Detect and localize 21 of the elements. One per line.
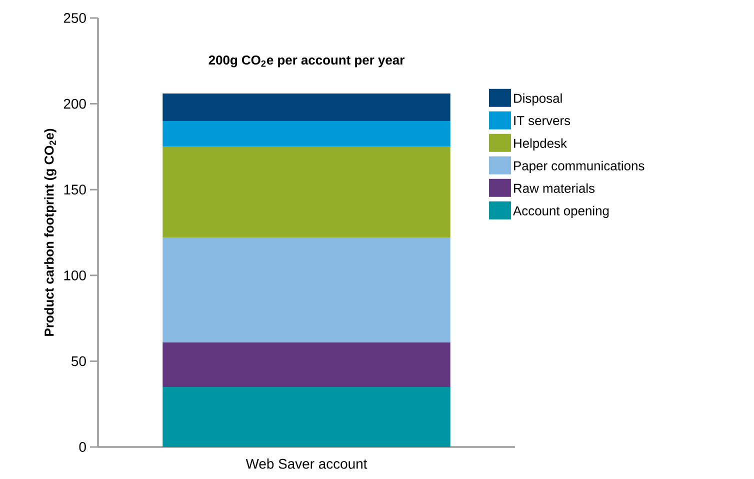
- y-tick-label: 0: [79, 442, 86, 452]
- bar: [162, 386, 450, 447]
- bar: [162, 146, 450, 238]
- y-tick-label: 100: [64, 270, 86, 280]
- bar: [162, 94, 450, 121]
- x-tick-label: Web Saver account: [246, 458, 368, 469]
- y-tick-label: 250: [64, 13, 86, 23]
- y-tick-label: 200: [64, 98, 86, 109]
- y-tick-label: 150: [64, 184, 86, 195]
- y-tick-label: 50: [72, 356, 86, 366]
- legend-label: IT servers: [514, 116, 570, 126]
- text: 200g CO$_{2}$e per account per year: [208, 55, 404, 68]
- bar: [162, 238, 450, 342]
- bar: [162, 342, 450, 387]
- legend-label: Paper communications: [514, 160, 644, 173]
- legend-label: Disposal: [514, 93, 562, 106]
- y-axis-title: Product carbon footprint (g CO$_{2}$e): [44, 128, 56, 336]
- bar: [162, 120, 450, 147]
- legend-label: Account opening: [513, 206, 609, 218]
- legend-label: Raw materials: [514, 183, 595, 193]
- legend-label: Helpdesk: [514, 138, 567, 150]
